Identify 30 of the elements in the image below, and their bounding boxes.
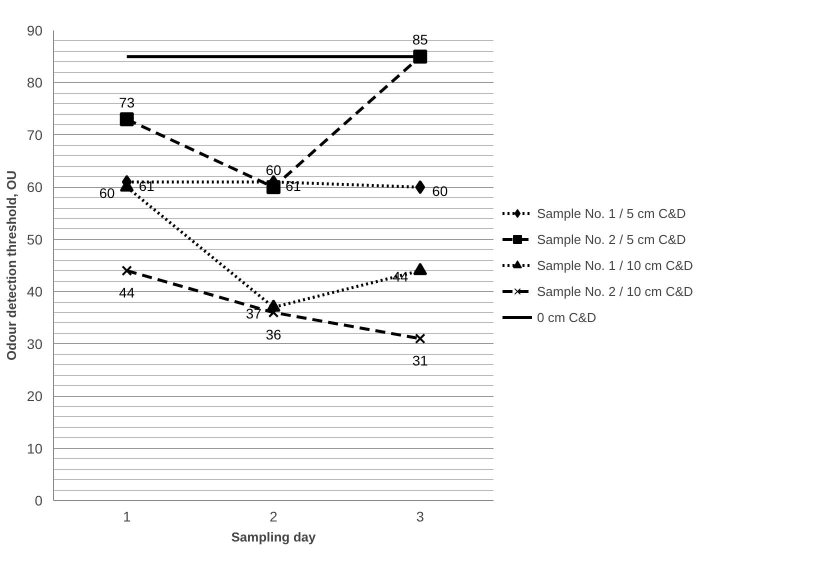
y-tick-label: 10 (26, 440, 43, 456)
data-label: 37 (246, 305, 262, 322)
data-label: 60 (266, 162, 282, 178)
y-tick-label: 60 (26, 179, 43, 196)
x-tick-label: 1 (122, 508, 131, 524)
data-label: 73 (119, 94, 135, 110)
legend-label: Sample No. 1 / 5 cm C&D (537, 206, 686, 220)
y-tick-label: 80 (26, 74, 43, 91)
y-tick-label: 90 (26, 22, 43, 38)
x-tick-label: 3 (416, 508, 424, 524)
x-tick-label: 2 (270, 508, 278, 524)
y-tick-label: 30 (26, 336, 43, 352)
data-label: 60 (99, 185, 116, 202)
data-label: 36 (266, 326, 282, 342)
y-tick-label: 70 (26, 126, 43, 143)
legend-label: Sample No. 2 / 10 cm C&D (537, 284, 694, 298)
y-tick-label: 40 (26, 284, 43, 300)
y-axis-title: Odour detection threshold, OU (4, 170, 19, 360)
data-label: 85 (412, 32, 428, 48)
y-tick-label: 20 (26, 388, 43, 404)
legend-label: Sample No. 1 / 10 cm C&D (537, 258, 694, 272)
legend-label: Sample No. 2 / 5 cm C&D (537, 232, 686, 246)
legend-label: 0 cm C&D (537, 310, 596, 324)
y-tick-label: 0 (34, 492, 43, 508)
x-axis-title: Sampling day (231, 530, 317, 544)
y-tick-label: 50 (26, 231, 43, 248)
data-label: 44 (119, 284, 135, 301)
data-label: 60 (432, 183, 448, 200)
data-label: 61 (138, 178, 155, 194)
data-label: 31 (412, 352, 428, 369)
